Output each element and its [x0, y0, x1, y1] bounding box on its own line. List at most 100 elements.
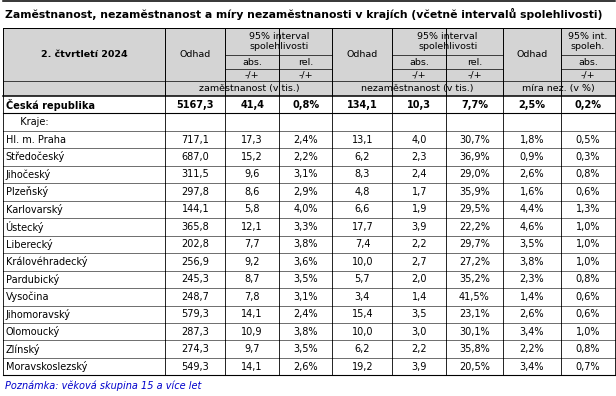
- Text: 365,8: 365,8: [182, 222, 209, 232]
- Text: 0,6%: 0,6%: [576, 309, 600, 319]
- Text: 0,6%: 0,6%: [576, 187, 600, 197]
- Text: zaměstnanost (v tis.): zaměstnanost (v tis.): [198, 84, 299, 93]
- Text: 1,0%: 1,0%: [576, 239, 600, 249]
- Text: Ústecký: Ústecký: [6, 221, 44, 233]
- Text: Plzeňský: Plzeňský: [6, 187, 47, 198]
- Text: 4,0%: 4,0%: [293, 204, 318, 214]
- Text: Kraje:: Kraje:: [14, 117, 49, 127]
- Text: 5,7: 5,7: [355, 274, 370, 284]
- Text: 7,4: 7,4: [355, 239, 370, 249]
- Text: 2,2: 2,2: [411, 239, 427, 249]
- Text: 6,2: 6,2: [355, 344, 370, 354]
- Text: 10,0: 10,0: [352, 327, 373, 337]
- Text: 0,8%: 0,8%: [576, 169, 600, 179]
- Text: 287,3: 287,3: [181, 327, 209, 337]
- Text: 12,1: 12,1: [241, 222, 263, 232]
- Text: 0,2%: 0,2%: [575, 99, 601, 110]
- Text: rel.: rel.: [298, 58, 314, 67]
- Bar: [3, 96, 615, 113]
- Bar: [3, 323, 615, 341]
- Text: 30,1%: 30,1%: [459, 327, 490, 337]
- Text: abs.: abs.: [242, 58, 262, 67]
- Text: 3,8%: 3,8%: [293, 239, 318, 249]
- Text: 2,4%: 2,4%: [293, 135, 318, 145]
- Text: 22,2%: 22,2%: [459, 222, 490, 232]
- Text: 3,9: 3,9: [411, 222, 427, 232]
- Text: 6,6: 6,6: [355, 204, 370, 214]
- Text: 1,8%: 1,8%: [520, 135, 545, 145]
- Text: Vysočina: Vysočina: [6, 291, 49, 302]
- Text: 2. čtvrtletí 2024: 2. čtvrtletí 2024: [41, 50, 128, 59]
- Text: 3,6%: 3,6%: [293, 257, 318, 267]
- Text: 19,2: 19,2: [352, 362, 373, 372]
- Text: 2,3: 2,3: [411, 152, 427, 162]
- Text: 35,2%: 35,2%: [459, 274, 490, 284]
- Text: 687,0: 687,0: [182, 152, 209, 162]
- Text: 0,8%: 0,8%: [576, 274, 600, 284]
- Text: 1,6%: 1,6%: [520, 187, 545, 197]
- Text: 1,4%: 1,4%: [520, 292, 545, 302]
- Text: 256,9: 256,9: [181, 257, 209, 267]
- Text: 3,1%: 3,1%: [293, 292, 318, 302]
- Text: 1,7: 1,7: [411, 187, 427, 197]
- Text: 3,9: 3,9: [411, 362, 427, 372]
- Text: Pardubický: Pardubický: [6, 274, 59, 285]
- Text: Olomoucký: Olomoucký: [6, 326, 60, 337]
- Bar: [3, 341, 615, 358]
- Text: 2,3%: 2,3%: [520, 274, 545, 284]
- Bar: [3, 131, 615, 148]
- Text: 4,0: 4,0: [411, 135, 427, 145]
- Text: rel.: rel.: [467, 58, 482, 67]
- Text: 549,3: 549,3: [182, 362, 209, 372]
- Text: 1,9: 1,9: [411, 204, 427, 214]
- Text: 2,2: 2,2: [411, 344, 427, 354]
- Text: 3,0: 3,0: [411, 327, 427, 337]
- Text: Odhad: Odhad: [347, 50, 378, 59]
- Text: 2,9%: 2,9%: [293, 187, 318, 197]
- Text: 2,6%: 2,6%: [520, 309, 545, 319]
- Text: 3,8%: 3,8%: [293, 327, 318, 337]
- Text: 4,8: 4,8: [355, 187, 370, 197]
- Text: 15,2: 15,2: [241, 152, 263, 162]
- Text: Hl. m. Praha: Hl. m. Praha: [6, 135, 65, 145]
- Text: 274,3: 274,3: [181, 344, 209, 354]
- Text: 2,5%: 2,5%: [519, 99, 546, 110]
- Text: 29,0%: 29,0%: [459, 169, 490, 179]
- Text: 245,3: 245,3: [181, 274, 209, 284]
- Text: 20,5%: 20,5%: [459, 362, 490, 372]
- Bar: [3, 305, 615, 323]
- Bar: [3, 236, 615, 253]
- Text: 134,1: 134,1: [347, 99, 378, 110]
- Text: 2,0: 2,0: [411, 274, 427, 284]
- Text: 1,4: 1,4: [411, 292, 427, 302]
- Text: 5,8: 5,8: [245, 204, 260, 214]
- Text: 2,4%: 2,4%: [293, 309, 318, 319]
- Text: Zlínský: Zlínský: [6, 344, 40, 355]
- Text: 0,8%: 0,8%: [576, 344, 600, 354]
- Text: 9,6: 9,6: [245, 169, 260, 179]
- Text: abs.: abs.: [409, 58, 429, 67]
- Bar: [3, 218, 615, 236]
- Text: 29,7%: 29,7%: [459, 239, 490, 249]
- Text: 0,8%: 0,8%: [292, 99, 319, 110]
- Text: 579,3: 579,3: [181, 309, 209, 319]
- Text: -/+: -/+: [245, 70, 259, 79]
- Text: Poznámka: věková skupina 15 a více let: Poznámka: věková skupina 15 a více let: [5, 380, 201, 391]
- Text: 0,3%: 0,3%: [576, 152, 600, 162]
- Text: Středočeský: Středočeský: [6, 152, 65, 162]
- Text: Liberecký: Liberecký: [6, 239, 52, 250]
- Text: 0,9%: 0,9%: [520, 152, 545, 162]
- Text: 297,8: 297,8: [181, 187, 209, 197]
- Text: 15,4: 15,4: [352, 309, 373, 319]
- Text: Moravskoslezský: Moravskoslezský: [6, 361, 87, 372]
- Bar: [3, 28, 165, 81]
- Text: 14,1: 14,1: [241, 309, 263, 319]
- Text: 2,7: 2,7: [411, 257, 427, 267]
- Text: 4,6%: 4,6%: [520, 222, 545, 232]
- Text: 14,1: 14,1: [241, 362, 263, 372]
- Text: 0,7%: 0,7%: [576, 362, 601, 372]
- Text: 2,4: 2,4: [411, 169, 427, 179]
- Bar: [3, 166, 615, 183]
- Text: 8,7: 8,7: [245, 274, 260, 284]
- Text: 41,5%: 41,5%: [459, 292, 490, 302]
